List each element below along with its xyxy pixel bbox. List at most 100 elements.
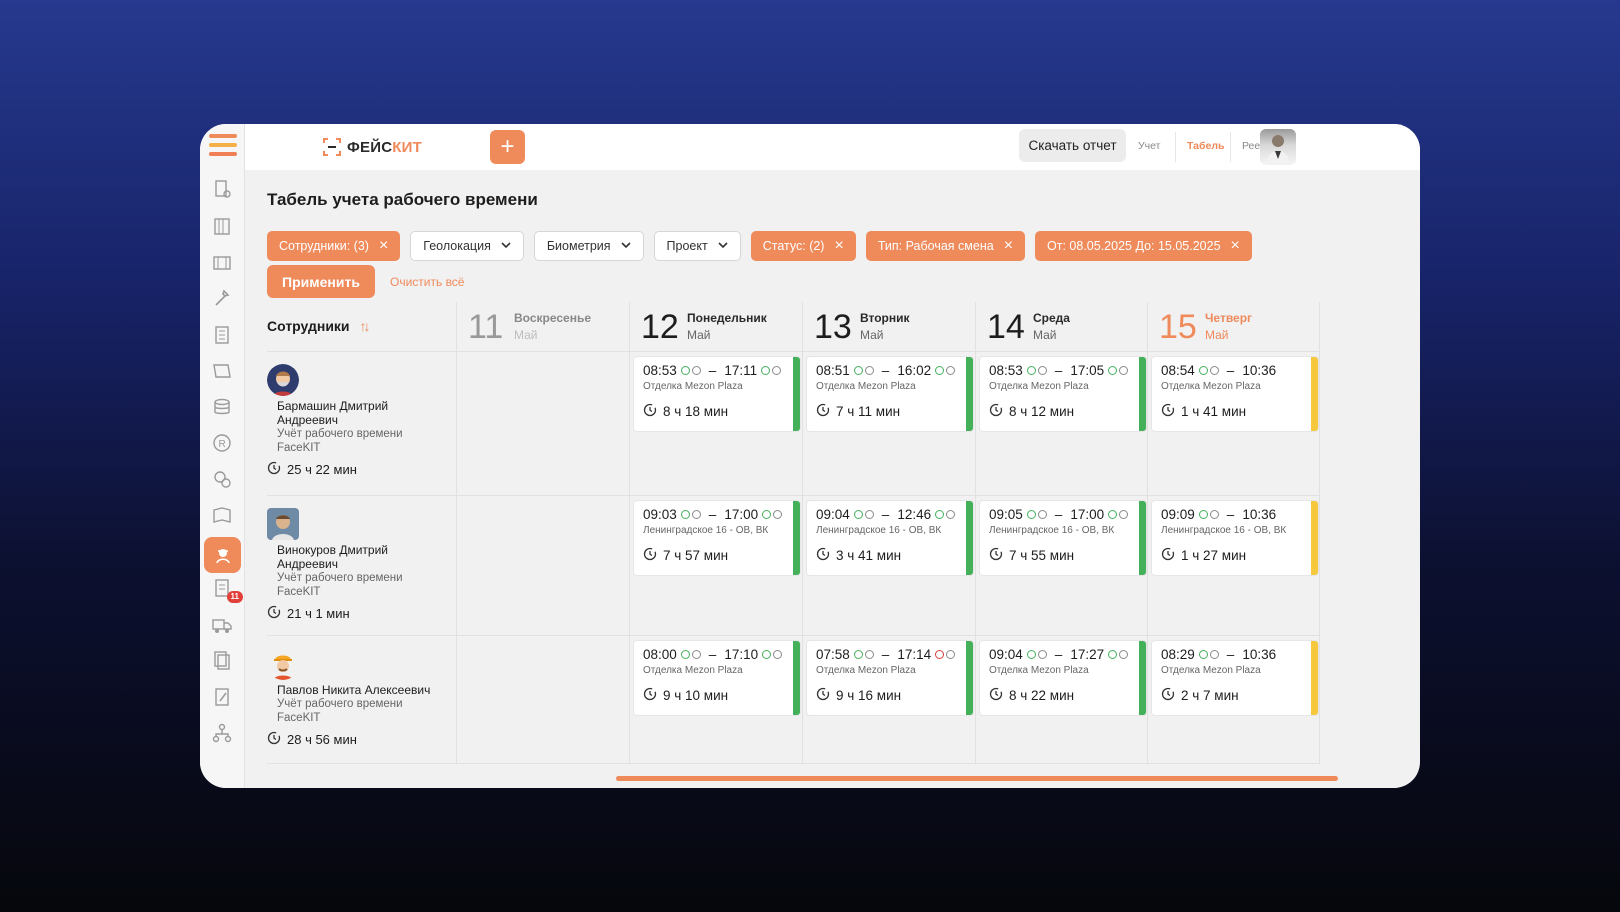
filter-chip[interactable]: Статус: (2) × [750,231,856,261]
hierarchy-icon[interactable] [210,721,234,745]
status-bar [1311,641,1318,715]
layers-icon[interactable] [210,395,234,419]
face-scan-icon [323,138,341,156]
day-name: Понедельник [687,311,767,325]
face-check-icon [1198,366,1219,375]
truck-icon[interactable] [210,613,234,637]
employee-avatar [267,508,299,540]
shift-card[interactable]: 09:09 –10:36 Ленинградское 16 - ОВ, ВК 1 ч … [1151,500,1319,576]
shift-location: Отделка Mezon Plaza [816,665,916,676]
shift-duration: 1 ч 27 мин [1161,547,1318,564]
day-number: 13 [814,308,852,346]
face-check-icon [680,510,701,519]
employee-info[interactable]: Винокуров Дмитрий Андреевич Учёт рабочего … [267,508,447,622]
office-icon[interactable] [210,250,234,274]
shift-card[interactable]: 08:29 –10:36 Отделка Mezon Plaza 2 ч 7 мин [1151,640,1319,716]
time-separator: – [708,647,717,662]
svg-text:R: R [219,439,226,450]
app-window: R 11 ФЕЙСКИТ + Скачать отчет Учет Табель … [200,124,1420,788]
timer-icon [989,547,1003,564]
close-icon[interactable]: × [834,237,844,254]
employee-card-icon[interactable] [210,177,234,201]
timer-icon [816,687,830,704]
status-bar [793,641,800,715]
shift-card[interactable]: 07:58 –17:14 Отделка Mezon Plaza 9 ч 16 мин [806,640,974,716]
shift-duration-value: 3 ч 41 мин [836,548,902,563]
menu-icon[interactable] [209,134,237,160]
timer-icon [989,687,1003,704]
filter-chip-label: Статус: (2) [762,239,825,253]
filter-chip[interactable]: Геолокация [410,231,524,261]
employee-info[interactable]: Бармашин Дмитрий Андреевич Учёт рабочего в… [267,364,447,478]
checklist-icon[interactable] [210,323,234,347]
filter-chip[interactable]: От: 08.05.2025 До: 15.05.2025 × [1035,231,1252,261]
location-clock-icon[interactable] [210,467,234,491]
face-check-icon [680,650,701,659]
filter-chip[interactable]: Сотрудники: (3) × [267,231,401,261]
filter-chip[interactable]: Проект [653,231,741,261]
status-bar [793,501,800,575]
report-icon[interactable]: 11 [210,576,243,603]
filter-chip[interactable]: Тип: Рабочая смена × [865,231,1026,261]
page-title: Табель учета рабочего времени [267,190,538,209]
time-separator: – [881,647,890,662]
sidebar: R 11 [200,124,245,788]
sort-icon[interactable]: ↑↓ [359,318,371,334]
close-icon[interactable]: × [1230,237,1240,254]
timer-icon [643,403,657,420]
shift-duration-value: 9 ч 10 мин [663,688,729,703]
user-avatar[interactable] [1260,129,1296,165]
time-separator: – [1226,363,1235,378]
nav-uchet[interactable]: Учет [1138,140,1161,152]
shift-duration: 9 ч 10 мин [643,687,800,704]
employee-info[interactable]: Павлов Никита Алексеевич Учёт рабочего вр… [267,648,447,748]
shift-card[interactable]: 09:03 –17:00 Ленинградское 16 - ОВ, ВК 7 ч … [633,500,801,576]
shift-duration-value: 8 ч 18 мин [663,404,729,419]
horizontal-scrollbar[interactable] [616,776,1338,781]
employee-total-hours: 21 ч 1 мин [287,606,350,621]
nav-divider [1230,132,1231,162]
day-column-header: 14 Среда Май [975,302,1153,352]
shift-card[interactable]: 09:04 –12:46 Ленинградское 16 - ОВ, ВК 3 ч … [806,500,974,576]
face-check-icon [853,510,874,519]
add-button[interactable]: + [490,130,525,164]
close-icon[interactable]: × [1003,237,1014,254]
shift-time: 09:04 –17:27 [989,647,1146,662]
shift-card[interactable]: 08:00 –17:10 Отделка Mezon Plaza 9 ч 10 мин [633,640,801,716]
employees-column-header: Сотрудники ↑↓ [267,318,371,334]
shift-duration-value: 9 ч 16 мин [836,688,902,703]
shift-card[interactable]: 08:54 –10:36 Отделка Mezon Plaza 1 ч 41 мин [1151,356,1319,432]
blueprint-icon[interactable] [210,359,234,383]
documents-icon[interactable] [210,648,234,672]
top-header: ФЕЙСКИТ + Скачать отчет Учет Табель Реес… [245,124,1420,170]
tools-icon[interactable] [210,286,234,310]
building-icon[interactable] [210,214,234,238]
timer-icon [816,403,830,420]
logo[interactable]: ФЕЙСКИТ [322,137,422,157]
shift-card[interactable]: 08:53 –17:05 Отделка Mezon Plaza 8 ч 12 мин [979,356,1147,432]
clear-all-link[interactable]: Очистить всё [390,275,465,289]
filter-chip[interactable]: Биометрия [533,231,644,261]
employee-total-hours: 28 ч 56 мин [287,732,357,747]
shift-card[interactable]: 08:51 –16:02 Отделка Mezon Plaza 7 ч 11 мин [806,356,974,432]
shift-duration-value: 8 ч 12 мин [1009,404,1075,419]
apply-button[interactable]: Применить [267,265,375,298]
close-icon[interactable]: × [378,237,389,254]
download-report-button[interactable]: Скачать отчет [1019,129,1126,162]
shift-card[interactable]: 08:53 –17:11 Отделка Mezon Plaza 8 ч 18 мин [633,356,801,432]
registered-icon[interactable]: R [210,431,234,455]
shift-duration-value: 1 ч 41 мин [1181,404,1247,419]
edit-document-icon[interactable] [210,685,234,709]
shift-card[interactable]: 09:05 –17:00 Ленинградское 16 - ОВ, ВК 7 ч … [979,500,1147,576]
nav-tabel[interactable]: Табель [1187,140,1225,152]
column-divider [1147,302,1148,764]
shift-card[interactable]: 09:04 –17:27 Отделка Mezon Plaza 8 ч 22 мин [979,640,1147,716]
shift-time: 08:53 –17:05 [989,363,1146,378]
worker-icon[interactable] [204,537,241,573]
timer-icon [1161,547,1175,564]
employee-row: Павлов Никита Алексеевич Учёт рабочего вр… [267,636,1319,764]
timer-icon [267,605,281,622]
book-icon[interactable] [210,503,234,527]
day-number: 14 [987,308,1025,346]
shift-end: 10:36 [1242,647,1277,662]
